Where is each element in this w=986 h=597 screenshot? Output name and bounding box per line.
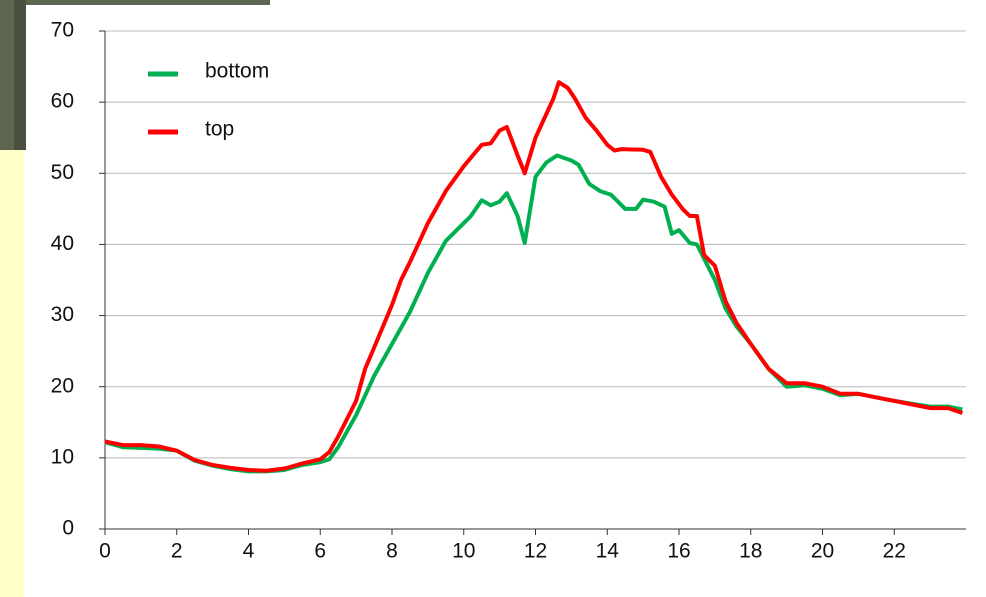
y-tick-label: 50	[51, 161, 74, 184]
x-tick-label: 0	[99, 540, 111, 563]
x-tick-label: 22	[883, 540, 906, 563]
x-tick-label: 10	[452, 540, 475, 563]
x-tick-label: 18	[739, 540, 762, 563]
x-tick-label: 12	[524, 540, 547, 563]
y-tick-label: 10	[51, 445, 74, 468]
legend-label: bottom	[205, 60, 269, 83]
y-tick-label: 30	[51, 303, 74, 326]
x-tick-label: 6	[314, 540, 326, 563]
chart-background	[24, 0, 986, 597]
x-tick-label: 4	[243, 540, 255, 563]
x-tick-label: 8	[386, 540, 398, 563]
page: {"chart_data": {"type": "line", "xlim": …	[0, 0, 986, 597]
x-tick-label: 20	[811, 540, 834, 563]
y-tick-label: 70	[51, 19, 74, 42]
y-tick-label: 40	[51, 232, 74, 255]
x-tick-label: 14	[596, 540, 620, 563]
y-tick-label: 0	[62, 517, 74, 540]
legend-label: top	[205, 118, 234, 141]
y-tick-label: 20	[51, 374, 74, 397]
y-tick-label: 60	[51, 90, 74, 113]
x-tick-label: 16	[667, 540, 690, 563]
x-tick-label: 2	[171, 540, 183, 563]
chart: 0 10 20 30 40 50 60 70 0 2 4 6 8 10 12 14 16 18 20 22 bottom…	[0, 0, 986, 597]
